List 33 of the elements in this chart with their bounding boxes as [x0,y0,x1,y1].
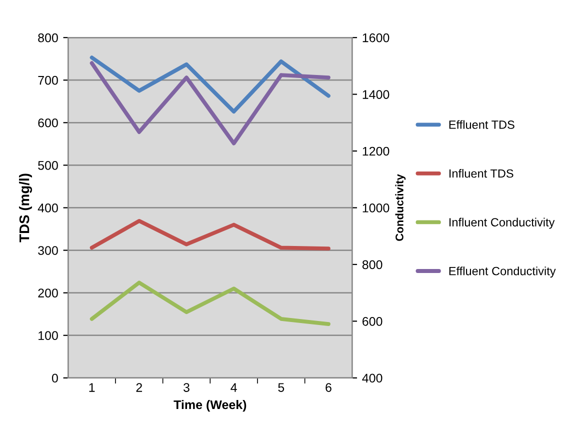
y-tick-label: 300 [38,246,58,255]
x-axis-title: Time (Week) [174,400,246,412]
line-series [90,61,330,146]
y2-tick-label: 1600 [362,33,390,42]
line-series [90,56,330,114]
y2-axis-title: Conductivity [395,174,406,241]
x-tick-label: 3 [183,383,190,392]
line-series [90,218,330,251]
legend-label: Influent TDS [449,169,514,178]
y-tick-label: 200 [38,288,58,298]
legend-label: Effluent Conductivity [449,266,556,278]
y2-tick-label: 800 [362,260,382,270]
y-tick-label: 400 [38,204,58,212]
legend-label: Effluent TDS [449,120,514,129]
y-tick-label: 600 [38,118,58,128]
line-series [90,280,330,326]
y-tick-label: 700 [38,76,58,85]
x-tick-label: 6 [326,383,332,392]
y-tick-label: 800 [38,33,58,42]
x-tick-label: 1 [89,383,95,392]
x-tick-label: 4 [230,383,237,392]
y2-tick-label: 1400 [362,90,390,99]
y-tick-label: 100 [38,331,58,340]
y2-tick-label: 400 [362,374,382,383]
y-tick-label: 500 [38,161,58,170]
y2-tick-label: 1200 [362,146,390,156]
y2-tick-label: 600 [362,316,382,326]
legend-label: Influent Conductivity [449,218,555,229]
y2-tick-label: 1000 [362,204,390,212]
x-tick-label: 2 [136,383,142,392]
x-tick-label: 5 [278,383,284,392]
y-axis-title: TDS (mg/l) [19,174,32,242]
y-tick-label: 0 [52,374,58,383]
